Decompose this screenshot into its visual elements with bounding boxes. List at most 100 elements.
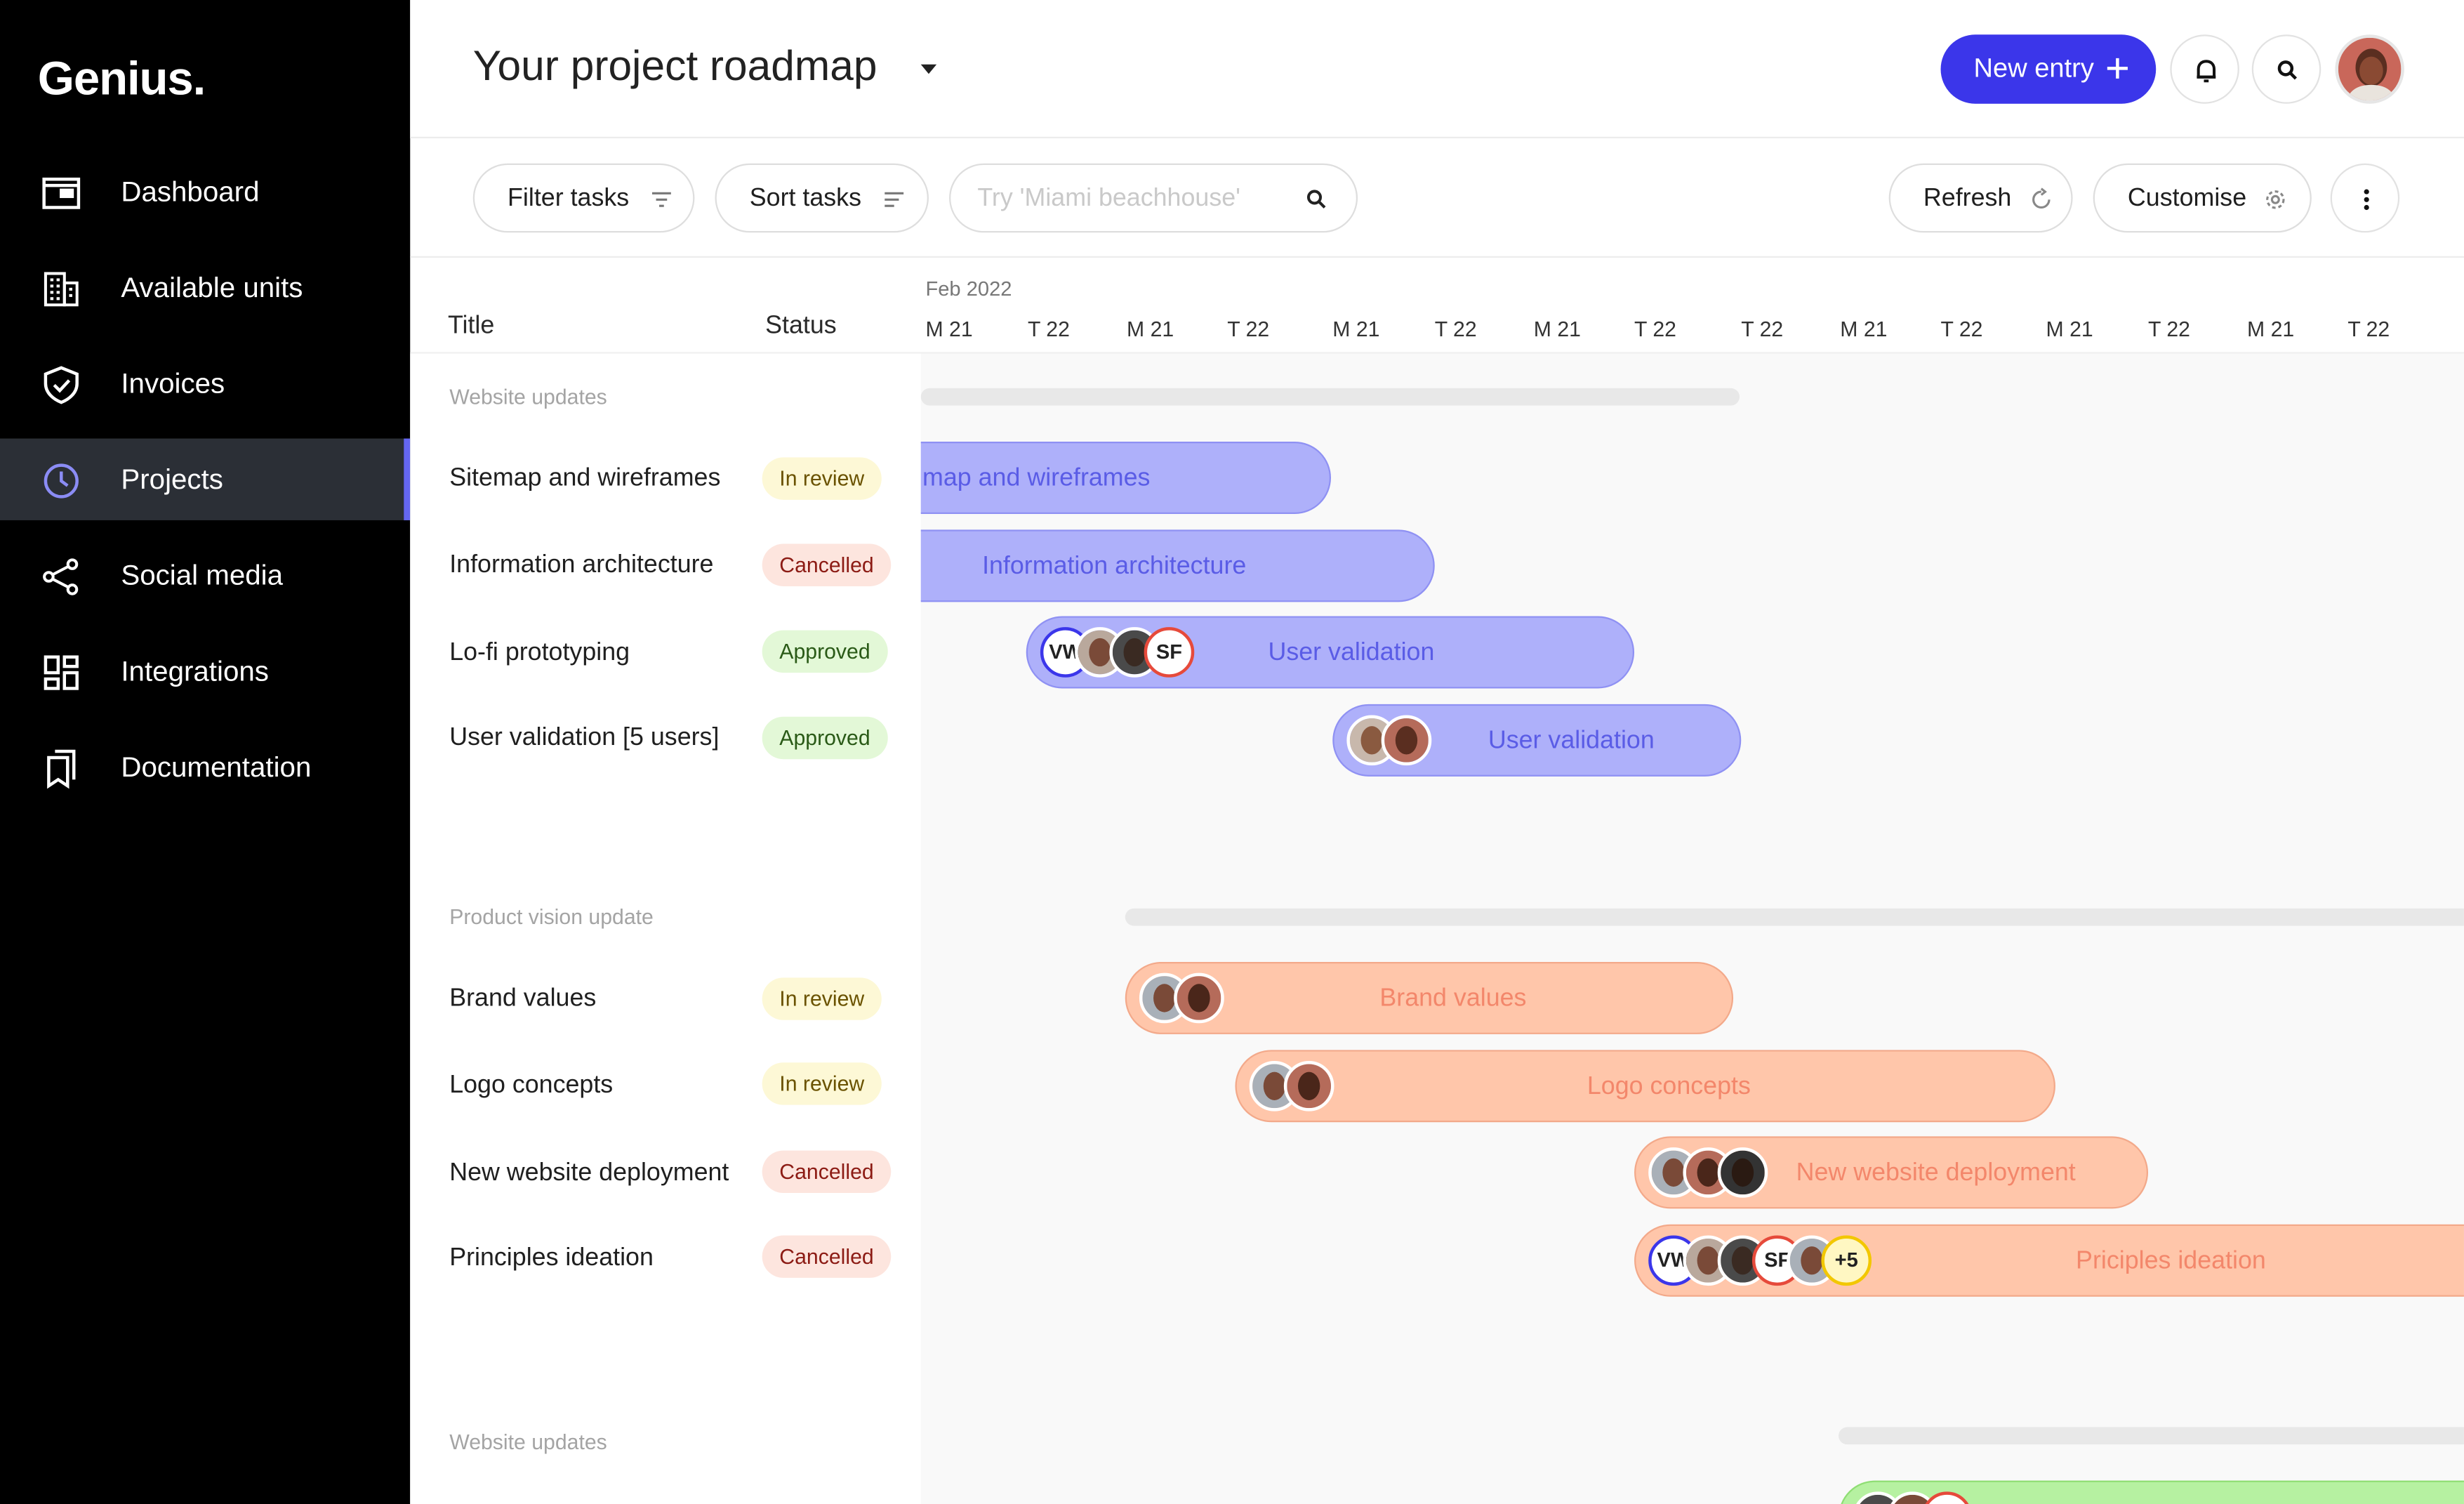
more-assignees-badge[interactable]: +5 xyxy=(1821,1235,1872,1286)
day-label: T 22 xyxy=(2148,317,2190,341)
window-icon xyxy=(42,177,81,209)
avatar[interactable] xyxy=(1174,972,1224,1024)
task-bar-label: Logo concepts xyxy=(1587,1073,1751,1100)
day-label: T 22 xyxy=(1227,317,1270,341)
status-badge[interactable]: Cancelled xyxy=(762,1150,892,1194)
avatar[interactable] xyxy=(1139,972,1190,1024)
notifications-button[interactable] xyxy=(2170,34,2239,104)
sidebar-item-available-units[interactable]: Available units xyxy=(0,246,410,328)
day-label: M 21 xyxy=(925,317,973,341)
task-title[interactable]: User validation [5 users] xyxy=(449,724,720,752)
task-title[interactable]: Brand values xyxy=(449,985,597,1012)
day-label: M 21 xyxy=(1533,317,1581,341)
customise-button[interactable]: Customise xyxy=(2093,163,2312,233)
sidebar-item-documentation[interactable]: Documentation xyxy=(0,726,410,807)
status-badge[interactable]: In review xyxy=(762,977,882,1020)
share-icon xyxy=(43,558,79,595)
avatar[interactable] xyxy=(1381,715,1432,766)
task-bar[interactable]: New website deployment xyxy=(1634,1136,2149,1209)
search-button[interactable] xyxy=(2251,34,2321,104)
sidebar-item-dashboard[interactable]: Dashboard xyxy=(0,151,410,232)
task-title[interactable]: Information architecture xyxy=(449,551,714,579)
chevron-down-icon[interactable] xyxy=(918,58,939,80)
avatar[interactable]: SF xyxy=(1144,627,1195,678)
new-entry-button[interactable]: New entry xyxy=(1940,34,2157,104)
sort-icon xyxy=(885,192,904,207)
month-label: Feb 2022 xyxy=(925,276,1012,301)
avatar[interactable] xyxy=(1283,1060,1334,1111)
new-entry-label: New entry xyxy=(1973,53,2094,84)
day-label: T 22 xyxy=(2347,317,2390,341)
task-bar-label: User validation xyxy=(1488,727,1655,755)
task-bar-label: Information architecture xyxy=(982,553,1247,581)
filter-tasks-label: Filter tasks xyxy=(508,185,630,213)
day-label: M 21 xyxy=(1332,317,1380,341)
day-label: T 22 xyxy=(1634,317,1676,341)
task-bar[interactable]: VW SF +5 Priciples ideation xyxy=(1634,1224,2464,1297)
group-span-bar xyxy=(1839,1427,2464,1445)
search-input[interactable]: Try 'Miami beachhouse' xyxy=(949,163,1358,233)
sidebar-item-label: Invoices xyxy=(121,367,225,400)
top-header: Your project roadmap New entry xyxy=(410,0,2464,138)
refresh-button[interactable]: Refresh xyxy=(1888,163,2073,233)
task-bar-label: User validation xyxy=(1268,640,1435,667)
status-badge[interactable]: In review xyxy=(762,1062,882,1105)
sidebar-item-label: Integrations xyxy=(121,655,269,687)
task-bar[interactable]: VW SF User validation xyxy=(1026,616,1635,689)
avatar[interactable] xyxy=(1717,1147,1768,1198)
status-badge[interactable]: In review xyxy=(762,457,882,500)
status-badge[interactable]: Approved xyxy=(762,716,888,760)
sidebar-item-integrations[interactable]: Integrations xyxy=(0,631,410,712)
task-title[interactable]: Logo concepts xyxy=(449,1071,614,1099)
status-badge[interactable]: Approved xyxy=(762,630,888,673)
task-bar-label: map and wireframes xyxy=(922,465,1151,492)
filter-tasks-button[interactable]: Filter tasks xyxy=(472,163,695,233)
task-bar[interactable]: map and wireframes xyxy=(920,442,1332,514)
task-bar[interactable]: Brand values xyxy=(1125,961,1734,1034)
avatar-photo xyxy=(2338,37,2402,101)
group-span-bar xyxy=(1125,908,2464,926)
bell-icon xyxy=(2197,60,2216,83)
divider xyxy=(410,352,2464,354)
task-title[interactable]: New website deployment xyxy=(449,1160,729,1187)
sidebar-item-projects[interactable]: Projects xyxy=(0,438,411,520)
status-badge[interactable]: Cancelled xyxy=(762,543,892,586)
day-label: T 22 xyxy=(1741,317,1784,341)
gantt-timeline: map and wireframes Information architect… xyxy=(920,353,2464,1504)
title-column-header[interactable]: Title xyxy=(447,312,495,340)
search-icon xyxy=(1306,190,1326,209)
sort-tasks-label: Sort tasks xyxy=(749,185,862,213)
search-placeholder: Try 'Miami beachhouse' xyxy=(977,185,1240,213)
group-span-bar xyxy=(920,388,1740,406)
more-options-button[interactable] xyxy=(2330,163,2400,233)
task-bar[interactable] xyxy=(1839,1480,2464,1504)
user-avatar[interactable] xyxy=(2335,34,2404,104)
sort-tasks-button[interactable]: Sort tasks xyxy=(715,163,929,233)
sidebar-item-label: Documentation xyxy=(121,751,312,783)
day-label: M 21 xyxy=(1840,317,1888,341)
sidebar: Genius. Dashboard Available units Invoic… xyxy=(0,0,411,1504)
sidebar-item-invoices[interactable]: Invoices xyxy=(0,343,410,424)
more-vertical-icon xyxy=(2364,189,2369,211)
avatar[interactable] xyxy=(1921,1491,1973,1504)
sidebar-item-social-media[interactable]: Social media xyxy=(0,534,410,616)
filter-icon xyxy=(651,192,671,207)
building-icon xyxy=(44,272,79,307)
status-column-header[interactable]: Status xyxy=(765,312,837,340)
app-logo: Genius. xyxy=(37,53,206,105)
task-title[interactable]: Principles ideation xyxy=(449,1244,654,1272)
day-label: T 22 xyxy=(1027,317,1070,341)
task-title[interactable]: Lo-fi prototyping xyxy=(449,640,630,667)
task-bar[interactable]: User validation xyxy=(1332,704,1742,777)
bookmarks-icon xyxy=(47,749,76,789)
sidebar-item-label: Projects xyxy=(121,463,223,496)
gear-icon xyxy=(2266,190,2285,209)
task-bar[interactable]: Logo concepts xyxy=(1235,1050,2055,1123)
task-title[interactable]: Sitemap and wireframes xyxy=(449,465,721,492)
status-badge[interactable]: Cancelled xyxy=(762,1235,892,1278)
clock-icon xyxy=(44,463,79,499)
group-title: Website updates xyxy=(449,385,607,409)
refresh-icon xyxy=(2032,187,2051,209)
task-bar[interactable]: Information architecture xyxy=(920,529,1435,602)
